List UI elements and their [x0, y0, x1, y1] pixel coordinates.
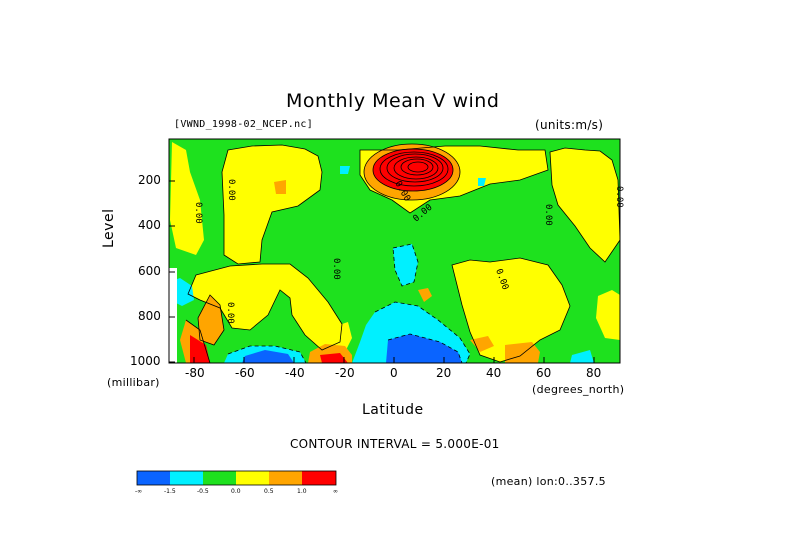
y-units-label: (millibar) [107, 376, 160, 389]
y-tick-label: 200 [138, 173, 161, 187]
colorbar-label: -∞ [135, 488, 142, 495]
chart-title: Monthly Mean V wind [286, 90, 500, 112]
x-tick-label: 80 [586, 366, 602, 380]
x-tick-label: 60 [536, 366, 552, 380]
colorbar-label: 0.0 [231, 488, 241, 495]
colorbar-swatch [269, 471, 302, 485]
contour-fill [169, 139, 620, 363]
footer-label: (mean) lon:0..357.5 [491, 475, 606, 488]
colorbar-swatch [170, 471, 203, 485]
colorbar-swatch [203, 471, 236, 485]
contour-lines [185, 143, 620, 363]
contour-label: 0.00 [614, 186, 624, 208]
contour-interval-label: CONTOUR INTERVAL = 5.000E-01 [290, 437, 500, 451]
contour-label: 0.00 [193, 202, 203, 224]
x-units-label: (degrees_north) [532, 383, 625, 396]
x-tick-label: -80 [185, 366, 205, 380]
x-tick-label: -60 [235, 366, 255, 380]
colorbar-label: -1.5 [164, 488, 176, 495]
contour-label: 0.00 [543, 204, 553, 226]
dataset-label: [VWND_1998-02_NCEP.nc] [174, 119, 314, 130]
x-axis-label: Latitude [362, 402, 424, 418]
y-tick-label: 400 [138, 218, 161, 232]
colorbar-swatch [302, 471, 336, 485]
y-tick-label: 800 [138, 309, 161, 323]
x-tick-label: -40 [285, 366, 305, 380]
x-tick-label: 0 [390, 366, 398, 380]
colorbar: -∞ -1.5 -0.5 0.0 0.5 1.0 ∞ [135, 470, 338, 495]
contour-label: 0.00 [331, 258, 341, 280]
colorbar-label: 1.0 [297, 488, 307, 495]
contour-label: 0.00 [225, 302, 235, 324]
colorbar-label: ∞ [333, 488, 338, 495]
contour-label: 0.00 [226, 179, 236, 201]
units-label: (units:m/s) [535, 118, 604, 132]
tick-marks [169, 180, 595, 363]
colorbar-label: -0.5 [197, 488, 209, 495]
colorbar-swatch [236, 471, 269, 485]
x-tick-label: -20 [335, 366, 355, 380]
colorbar-swatch [137, 471, 170, 485]
y-tick-label: 1000 [130, 354, 161, 368]
y-tick-label: 600 [138, 264, 161, 278]
y-axis-label: Level [101, 208, 117, 248]
colorbar-label: 0.5 [264, 488, 274, 495]
x-tick-label: 20 [436, 366, 452, 380]
x-tick-label: 40 [486, 366, 502, 380]
